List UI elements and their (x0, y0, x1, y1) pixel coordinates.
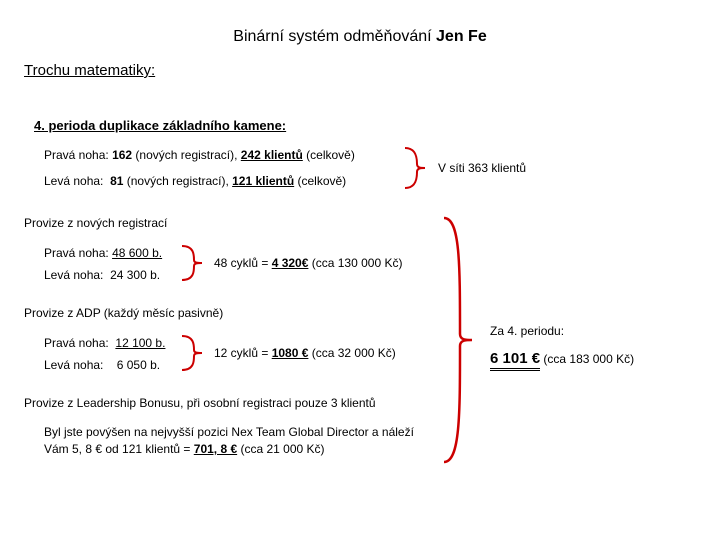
new-cycles-suffix: (cca 130 000 Kč) (308, 256, 402, 270)
new-right-points: 48 600 b. (112, 246, 162, 260)
period-summary-suffix: (cca 183 000 Kč) (543, 352, 634, 366)
dup-left-total: 121 klientů (232, 174, 294, 188)
lb-amount: 701, 8 € (194, 442, 237, 456)
leg-left-label3: Levá noha: (44, 358, 103, 372)
adp-cycles-suffix: (cca 32 000 Kč) (308, 346, 395, 360)
leg-right-label3: Pravá noha: (44, 336, 109, 350)
period-summary-amount: 6 101 € (490, 350, 540, 371)
dup-new-reg-text: (nových registrací), (132, 148, 241, 162)
dup-right-new: 162 (112, 148, 132, 162)
bracket-network (403, 146, 437, 190)
period-heading: 4. perioda duplikace základního kamene: (34, 118, 286, 133)
dup-left-new: 81 (110, 174, 123, 188)
adp-right-row: Pravá noha: 12 100 b. (44, 336, 165, 350)
network-total: V síti 363 klientů (438, 161, 526, 175)
dup-right-total: 242 klientů (241, 148, 303, 162)
bracket-period-total (442, 214, 482, 466)
dup-left-row: Levá noha: 81 (nových registrací), 121 k… (44, 174, 346, 188)
leg-right-label2: Pravá noha: (44, 246, 109, 260)
commission-lb-heading: Provize z Leadership Bonusu, při osobní … (24, 396, 376, 410)
page-title: Binární systém odměňování Jen Fe (0, 28, 720, 46)
new-right-row: Pravá noha: 48 600 b. (44, 246, 162, 260)
adp-right-points: 12 100 b. (115, 336, 165, 350)
leg-right-label: Pravá noha: (44, 148, 109, 162)
adp-cycles-result: 12 cyklů = 1080 € (cca 32 000 Kč) (214, 346, 396, 360)
dup-new-reg-text2: (nových registrací), (123, 174, 232, 188)
adp-cycles-amount: 1080 € (272, 346, 309, 360)
dup-right-row: Pravá noha: 162 (nových registrací), 242… (44, 148, 355, 162)
title-prefix: Binární systém odměňování (233, 28, 436, 45)
new-cycles-result: 48 cyklů = 4 320€ (cca 130 000 Kč) (214, 256, 402, 270)
period-summary-label: Za 4. periodu: (490, 324, 564, 338)
bracket-adp-cycles (180, 334, 214, 372)
subtitle: Trochu matematiky: (24, 62, 155, 79)
new-cycles-prefix: 48 cyklů = (214, 256, 272, 270)
new-left-row: Levá noha: 24 300 b. (44, 268, 160, 282)
new-cycles-amount: 4 320€ (272, 256, 309, 270)
leg-left-label: Levá noha: (44, 174, 103, 188)
commission-adp-heading: Provize z ADP (každý měsíc pasivně) (24, 306, 223, 320)
leg-left-label2: Levá noha: (44, 268, 103, 282)
commission-new-heading: Provize z nových registrací (24, 216, 167, 230)
period-summary-amount-row: 6 101 € (cca 183 000 Kč) (490, 350, 634, 367)
dup-total-suffix: (celkově) (303, 148, 355, 162)
bracket-new-cycles (180, 244, 214, 282)
adp-left-row: Levá noha: 6 050 b. (44, 358, 160, 372)
new-left-points: 24 300 b. (110, 268, 160, 282)
lb-suffix: (cca 21 000 Kč) (237, 442, 324, 456)
title-bold: Jen Fe (436, 28, 487, 45)
subtitle-text: Trochu matematiky: (24, 62, 155, 79)
lb-text-block: Byl jste povýšen na nejvyšší pozici Nex … (44, 424, 414, 458)
adp-cycles-prefix: 12 cyklů = (214, 346, 272, 360)
adp-left-points: 6 050 b. (117, 358, 160, 372)
dup-total-suffix2: (celkově) (294, 174, 346, 188)
